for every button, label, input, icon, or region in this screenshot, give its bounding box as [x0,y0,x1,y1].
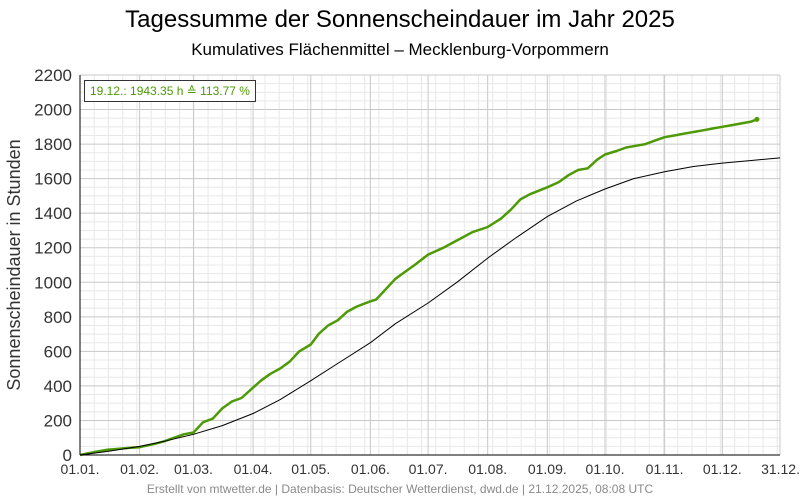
x-tick-label: 01.06. [351,461,390,477]
x-tick-label: 01.04. [234,461,273,477]
x-tick-label: 01.08. [468,461,507,477]
series-line-2025 [79,118,758,457]
chart-subtitle: Kumulatives Flächenmittel – Mecklenburg-… [191,40,609,59]
x-tick-label: 01.02. [120,461,159,477]
x-tick-label: 01.11. [646,461,684,477]
y-tick-label: 2200 [34,66,72,85]
y-tick-label: 0 [63,446,72,465]
x-tick-label: 31.12. [761,461,800,477]
y-tick-label: 1200 [34,239,72,258]
x-tick-label: 01.12. [703,461,742,477]
y-tick-label: 400 [44,377,72,396]
x-tick-label: 01.10. [586,461,625,477]
series-group [79,116,781,457]
x-tick-label: 01.09. [528,461,567,477]
axes [79,75,780,456]
x-tick-label: 01.01. [61,461,100,477]
series-line-mean [79,157,781,456]
chart-title: Tagessumme der Sonnenscheindauer im Jahr… [125,6,675,33]
y-tick-label: 800 [44,308,72,327]
y-tick-label: 1800 [34,135,72,154]
series-endpoint [754,116,760,122]
footer-credits: Erstellt von mtwetter.de | Datenbasis: D… [146,482,654,496]
y-tick-label: 2000 [34,101,72,120]
x-tick-label: 01.07. [409,461,448,477]
y-axis-label: Sonnenscheindauer in Stunden [4,139,24,390]
tick-labels: 0 200 400 600 800 1000 1200 1400 1600 1800 2000 220… [34,66,800,477]
latest-value-annotation: 19.12.: 1943.35 h ≙ 113.77 % [84,80,256,102]
x-tick-label: 01.03. [174,461,213,477]
x-tick-label: 01.05. [291,461,330,477]
y-tick-label: 600 [44,342,72,361]
y-tick-label: 1000 [34,273,72,292]
y-tick-label: 1600 [34,170,72,189]
y-tick-label: 1400 [34,204,72,223]
grid [79,74,781,456]
y-tick-label: 200 [44,411,72,430]
